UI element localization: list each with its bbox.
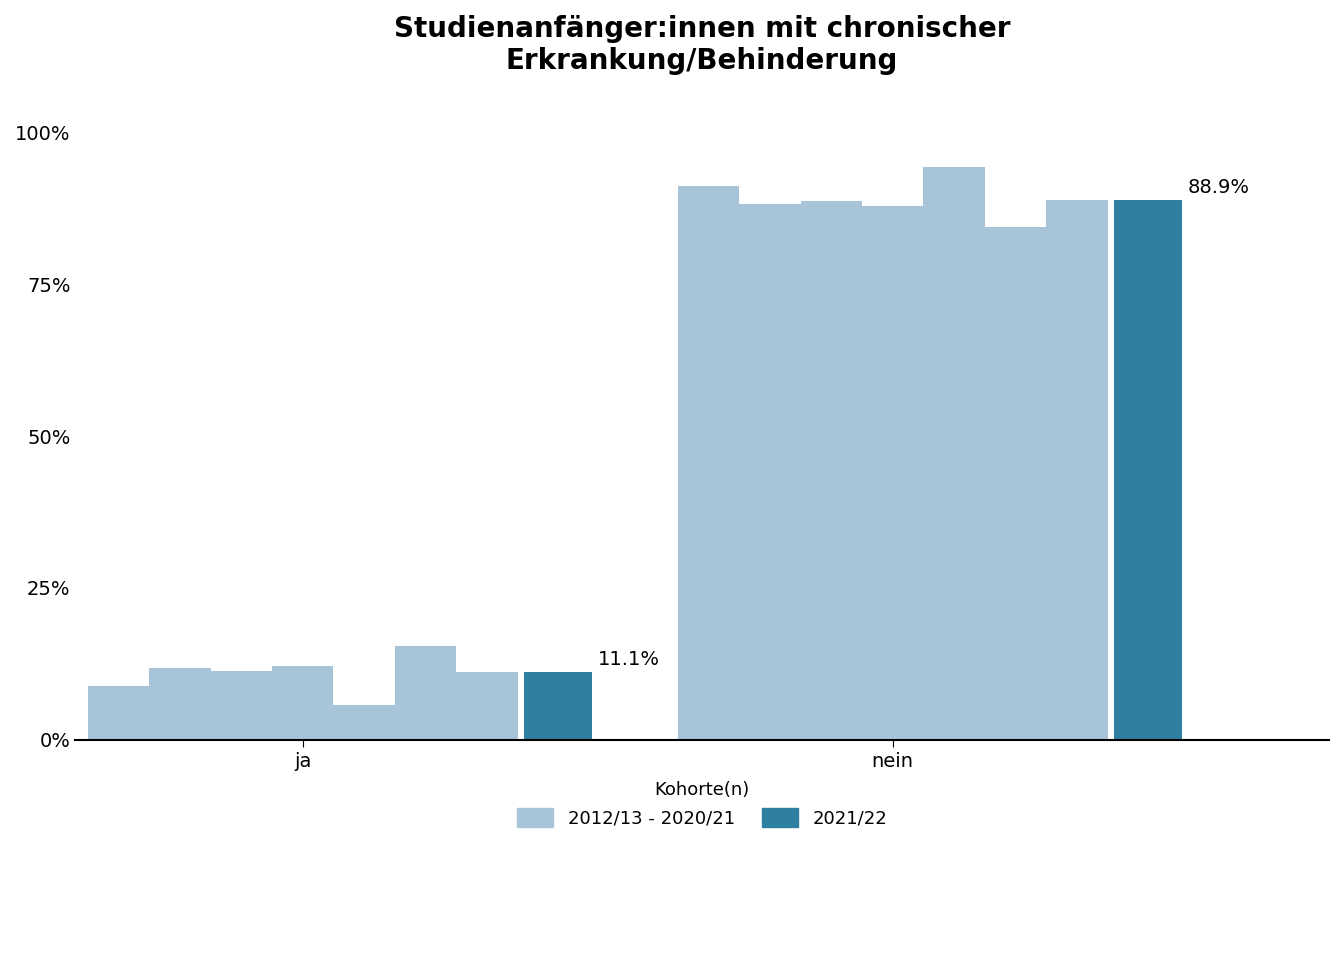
Bar — [985, 227, 1047, 740]
Text: 88.9%: 88.9% — [1188, 178, 1250, 197]
Text: 11.1%: 11.1% — [598, 650, 660, 669]
Bar — [524, 672, 591, 740]
Bar — [1114, 200, 1181, 740]
Bar — [211, 671, 271, 740]
Bar — [457, 672, 517, 740]
Legend: 2012/13 - 2020/21, 2021/22: 2012/13 - 2020/21, 2021/22 — [509, 774, 895, 834]
Bar — [677, 186, 739, 740]
Title: Studienanfänger:innen mit chronischer
Erkrankung/Behinderung: Studienanfänger:innen mit chronischer Er… — [394, 15, 1011, 76]
Bar — [801, 202, 862, 740]
Bar — [333, 706, 395, 740]
Bar — [87, 686, 149, 740]
Bar — [1047, 200, 1107, 740]
Bar — [739, 204, 801, 740]
Bar — [395, 646, 457, 740]
Bar — [149, 668, 211, 740]
Bar — [923, 167, 985, 740]
Bar — [862, 206, 923, 740]
Bar — [271, 666, 333, 740]
